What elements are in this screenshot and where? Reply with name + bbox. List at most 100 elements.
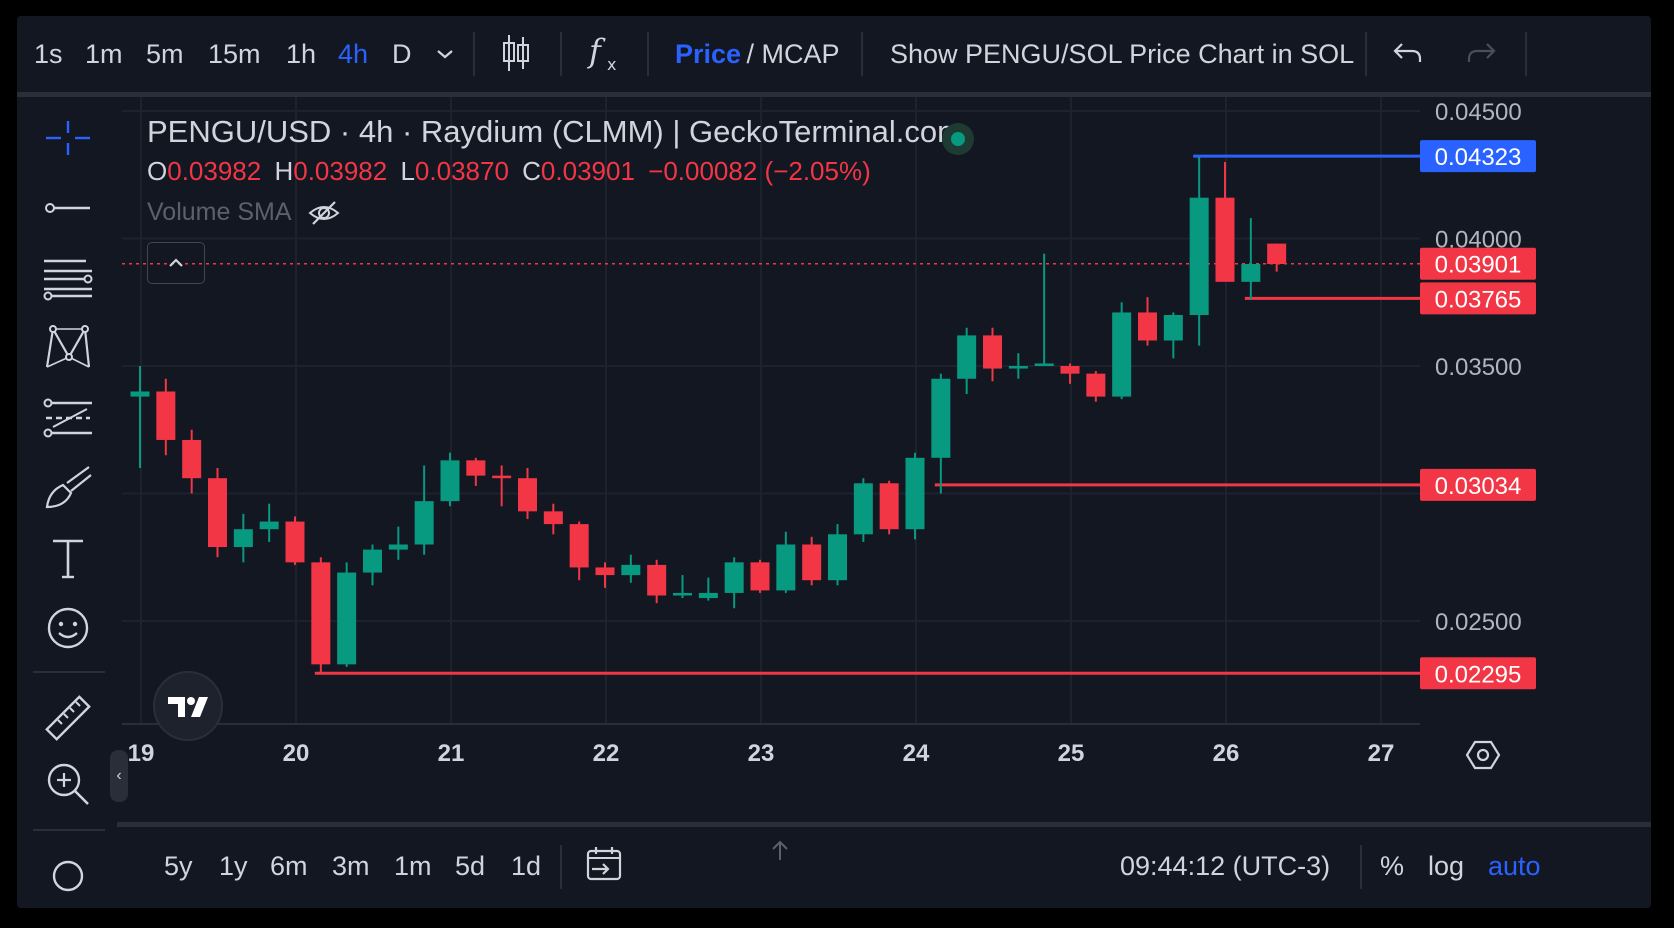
emoji-icon[interactable] [41,601,95,655]
percent-toggle[interactable]: % [1380,851,1405,881]
candle-body [156,391,176,440]
interval-5m[interactable]: 5m [146,39,184,69]
volume-sma-label: Volume SMA [147,198,341,227]
chevron-down-icon[interactable] [434,44,456,64]
app-window: 1s 1m 5m 15m 1h 4h D f x Price / MCAP Sh… [17,16,1651,908]
time-axis-label: 19 [128,740,155,767]
ruler-icon[interactable] [41,691,95,745]
price-toggle[interactable]: Price [675,39,742,69]
time-axis-label: 21 [438,740,465,767]
candle-body [569,524,589,568]
candle-body [621,564,641,576]
interval-4h[interactable]: 4h [338,39,369,69]
candle-body [440,460,460,502]
candle-body [1008,366,1028,369]
interval-1h[interactable]: 1h [286,39,317,69]
auto-toggle[interactable]: auto [1488,851,1541,881]
candle-body [182,439,202,479]
candles-icon[interactable] [499,33,533,73]
candle-body [1112,312,1132,397]
range-6m[interactable]: 6m [270,851,308,881]
close-key: C [522,156,541,186]
crosshair-icon[interactable] [41,111,95,165]
fib-lines-icon[interactable] [41,251,95,305]
drawing-toolbar [17,97,117,908]
redo-icon[interactable] [1465,38,1497,68]
interval-15m[interactable]: 15m [208,39,261,69]
candle-body [363,549,382,573]
top-toolbar: 1s 1m 5m 15m 1h 4h D f x Price / MCAP Sh… [17,16,1651,97]
candle-body [724,562,744,593]
go-to-date-icon[interactable] [584,845,624,885]
price-tag [1420,140,1536,173]
clock[interactable]: 09:44:12 (UTC-3) [1120,851,1331,881]
horizontal-ray-icon[interactable] [41,181,95,235]
candle-body [1138,312,1157,341]
candle-body [492,475,512,479]
candle-body [414,501,434,545]
range-5d[interactable]: 5d [455,851,486,881]
candle-body [673,592,692,596]
pattern-xabcd-icon[interactable] [41,321,95,375]
collapse-toolbar-handle[interactable]: ‹ [110,750,128,802]
chart-settings-icon[interactable] [1465,738,1501,772]
ohlc-legend: O0.03982 H0.03982 L0.03870 C0.03901 −0.0… [147,156,871,187]
range-1d[interactable]: 1d [511,851,542,881]
candle-body [828,534,847,581]
price-axis-label: 0.02500 [1435,609,1522,636]
toolbar-divider [861,32,863,76]
chevron-up-icon [169,258,183,267]
range-3m[interactable]: 3m [332,851,370,881]
price-tag-label: 0.03901 [1435,252,1522,279]
candle-body [285,521,305,563]
legend-collapse-button[interactable] [147,242,205,284]
price-tag-label: 0.03765 [1435,286,1522,313]
price-tag [1420,468,1536,501]
candle-body [1163,315,1183,341]
candle-body [1034,363,1054,366]
price-axis-label: 0.04500 [1435,99,1522,126]
log-toggle[interactable]: log [1428,851,1465,881]
mcap-toggle[interactable]: / MCAP [739,39,840,69]
time-axis: 19 20 21 22 23 24 25 26 27 [122,723,1420,767]
change-value: −0.00082 (−2.05%) [648,156,871,186]
more-tools-icon[interactable] [41,849,95,903]
open-key: O [147,156,168,186]
price-tag-label: 0.02295 [1435,661,1522,688]
candle-body [1086,373,1106,397]
interval-1m[interactable]: 1m [85,39,123,69]
brush-icon[interactable] [41,461,95,515]
volume-sma-text: Volume SMA [147,198,291,226]
text-tool-icon[interactable] [41,531,95,585]
eye-hidden-icon[interactable] [307,199,341,227]
undo-icon[interactable] [1392,38,1424,68]
toolbar-divider [473,32,475,76]
interval-1s[interactable]: 1s [34,39,63,69]
indicators-fx-icon[interactable]: f x [587,32,623,74]
interval-d[interactable]: D [392,39,412,69]
range-5y[interactable]: 5y [164,851,193,881]
candle-body [750,562,770,591]
candle-body [233,529,253,548]
price-tag [1420,282,1536,315]
candle-body [1267,243,1287,264]
arrow-up-icon[interactable] [769,838,791,860]
range-1m[interactable]: 1m [394,851,432,881]
candle-body [983,335,1002,369]
live-status-icon [942,123,974,155]
forecast-lines-icon[interactable] [41,391,95,445]
candle-body [466,460,486,476]
tradingview-logo[interactable] [153,671,223,741]
zoom-in-icon[interactable] [41,757,95,811]
toolbar-divider [1525,32,1527,76]
toolbar-divider [1360,845,1362,889]
time-axis-label: 23 [748,740,775,767]
range-1y[interactable]: 1y [219,851,248,881]
toolbar-divider [560,845,562,889]
candle-body [595,567,615,576]
show-sol-chart-button[interactable]: Show PENGU/SOL Price Chart in SOL [890,39,1355,69]
candle-body [388,544,408,550]
candle-body [1215,197,1235,282]
